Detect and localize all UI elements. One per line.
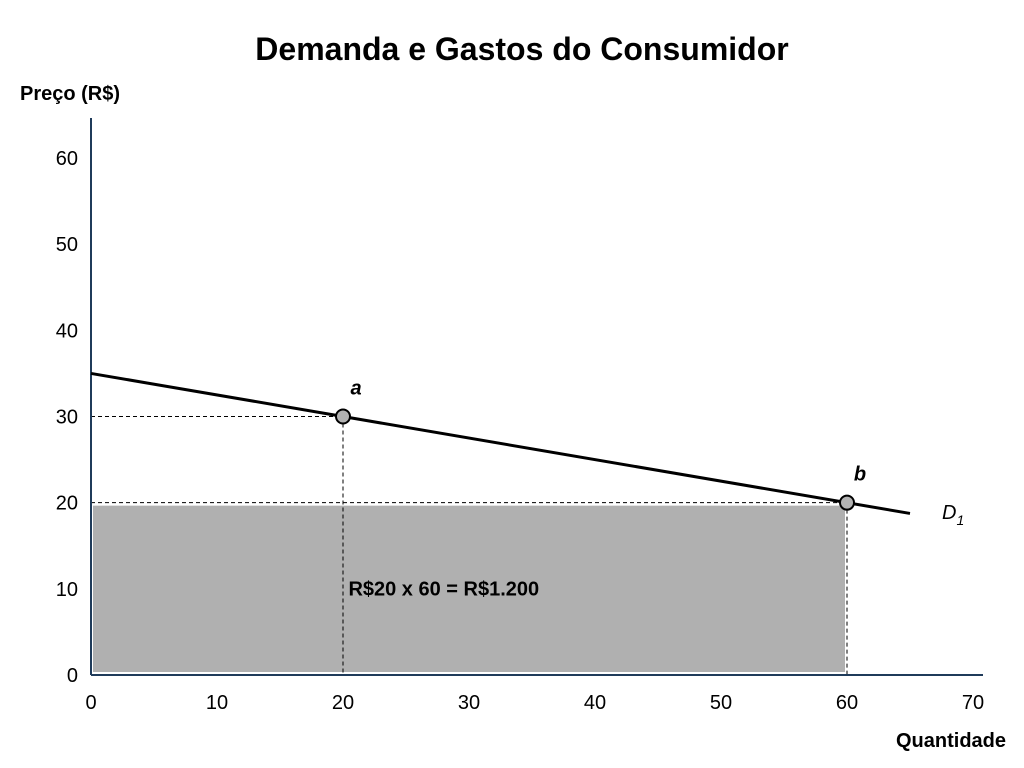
consumer-spending-area: [93, 505, 845, 672]
spending-area-label: R$20 x 60 = R$1.200: [348, 579, 539, 601]
x-tick-0: 0: [85, 692, 96, 714]
x-tick-labels: 0 10 20 30 40 50 60 70: [85, 692, 984, 714]
point-label-b: b: [854, 464, 866, 486]
series-group: D1: [90, 371, 964, 528]
y-tick-30: 30: [56, 407, 78, 429]
chart-title: Demanda e Gastos do Consumidor: [255, 31, 788, 67]
x-tick-50: 50: [710, 692, 732, 714]
points-group: ab: [335, 378, 866, 511]
demand-curve-label-subscript: 1: [956, 512, 964, 528]
guide-lines: [91, 416, 848, 675]
x-tick-60: 60: [836, 692, 858, 714]
y-tick-40: 40: [56, 320, 78, 342]
x-tick-10: 10: [206, 692, 228, 714]
demand-curve-label: D1: [942, 502, 964, 528]
x-tick-70: 70: [962, 692, 984, 714]
y-tick-labels: 0 10 20 30 40 50 60: [56, 148, 78, 687]
x-tick-30: 30: [458, 692, 480, 714]
y-tick-0: 0: [67, 665, 78, 687]
x-axis-label: Quantidade: [896, 730, 1006, 752]
y-tick-50: 50: [56, 234, 78, 256]
y-tick-10: 10: [56, 579, 78, 601]
demand-curve-line: [90, 371, 911, 515]
point-a: [335, 408, 351, 425]
y-tick-20: 20: [56, 493, 78, 515]
point-b: [839, 494, 855, 511]
x-tick-40: 40: [584, 692, 606, 714]
y-tick-60: 60: [56, 148, 78, 170]
x-tick-20: 20: [332, 692, 354, 714]
y-axis-label: Preço (R$): [20, 83, 120, 105]
point-label-a: a: [350, 378, 361, 400]
